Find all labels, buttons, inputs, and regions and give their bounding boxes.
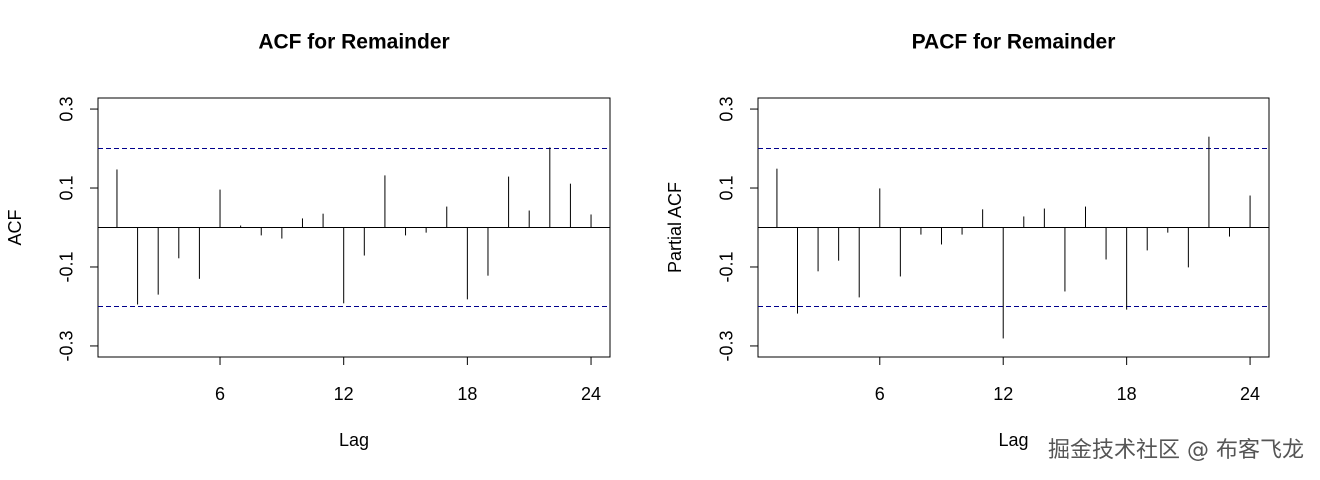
x-tick-label: 12: [334, 384, 354, 404]
x-tick-label: 6: [875, 384, 885, 404]
y-axis-label: ACF: [5, 209, 25, 245]
x-axis-label: Lag: [998, 430, 1028, 450]
y-axis-label: Partial ACF: [665, 182, 685, 273]
y-tick-label: 0.3: [717, 97, 737, 122]
chart-title: ACF for Remainder: [258, 31, 449, 54]
y-tick-label: 0.1: [717, 176, 737, 201]
y-tick-label: -0.1: [57, 251, 77, 282]
x-axis-label: Lag: [339, 430, 369, 450]
y-tick-label: -0.3: [57, 330, 77, 361]
x-tick-label: 6: [215, 384, 225, 404]
y-tick-label: 0.3: [57, 97, 77, 122]
watermark: 掘金技术社区 @ 布客飞龙: [1048, 438, 1304, 463]
x-tick-label: 24: [1240, 384, 1260, 404]
x-tick-label: 24: [581, 384, 601, 404]
x-tick-label: 18: [1117, 384, 1137, 404]
y-tick-label: -0.3: [717, 330, 737, 361]
x-tick-label: 12: [993, 384, 1013, 404]
chart-title: PACF for Remainder: [912, 31, 1116, 54]
y-tick-label: -0.1: [717, 251, 737, 282]
x-tick-label: 18: [457, 384, 477, 404]
y-tick-label: 0.1: [57, 176, 77, 201]
